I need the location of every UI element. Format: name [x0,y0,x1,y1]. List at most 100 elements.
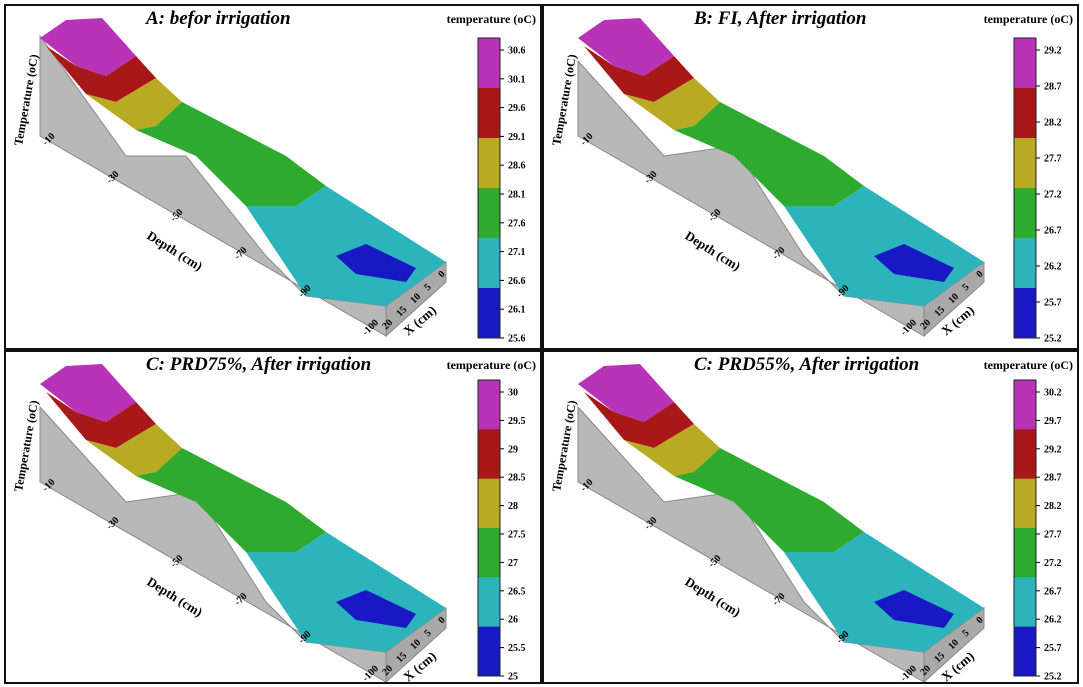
color-band [136,448,326,552]
legend-tick-label: 27.2 [1044,558,1062,569]
color-band [674,102,864,206]
legend-tick-label: 27.7 [1044,530,1062,541]
x-tick-label: 5 [422,282,433,293]
legend-frame [477,379,501,677]
legend-tick-label: 25.5 [508,643,526,654]
color-band [46,46,156,102]
legend-tick-label: 28.2 [1044,118,1062,129]
legend-band [478,88,500,139]
legend-tick-label: 27.1 [508,247,526,258]
legend-tick-label: 27.2 [1044,190,1062,201]
legend-frame [1013,379,1037,677]
color-band [674,448,864,552]
legend-band [1014,188,1036,239]
legend-tick-label: 30 [508,388,518,399]
depth-axis-label: Depth (cm) [144,574,205,620]
legend-band [478,238,500,289]
temperature-axis-label: Temperature (oC) [549,399,579,492]
legend-title: temperature (oC) [446,358,536,372]
legend-band [478,528,500,578]
legend-band [1014,288,1036,339]
legend-band [1014,88,1036,139]
color-legend: 30.6 30.1 29.6 29.1 28.6 28.1 27.6 27.1 26.6 26.1… [477,37,526,343]
color-band [136,102,326,206]
legend-tick-label: 30.2 [1044,388,1062,399]
color-band [46,392,156,448]
temperature-axis-label: Temperature (oC) [11,53,41,146]
legend-tick-label: 26.2 [1044,262,1062,273]
legend-band [478,429,500,480]
legend-tick-label: 27.6 [508,218,526,229]
legend-tick-label: 28.5 [508,473,526,484]
legend-band [1014,429,1036,480]
legend-tick-label: 27 [508,558,518,569]
legend-band [1014,380,1036,430]
x-tick-label: 5 [422,628,433,639]
x-tick-label: 0 [436,269,447,280]
x-tick-label: 5 [960,282,971,293]
legend-tick-label: 29 [508,444,518,455]
legend-tick-label: 25.2 [1044,334,1062,343]
legend-tick-label: 26.7 [1044,226,1062,237]
legend-band [478,478,500,529]
color-band [584,392,694,448]
legend-band [1014,626,1036,677]
chart-panel-d: C: PRD55%, After irrigation temperature … [542,350,1079,684]
legend-title: temperature (oC) [983,12,1073,26]
legend-tick-label: 28.7 [1044,473,1062,484]
temperature-axis-label: Temperature (oC) [11,399,41,492]
legend-tick-label: 30.6 [508,46,526,57]
legend-tick-label: 26.5 [508,586,526,597]
color-band [40,18,136,76]
legend-band [1014,238,1036,289]
x-tick-label: 5 [960,628,971,639]
color-band [578,18,674,76]
legend-band [1014,478,1036,529]
legend-tick-label: 29.7 [1044,416,1062,427]
end-wall [923,607,985,682]
color-band [86,424,182,476]
color-band [86,78,182,130]
end-wall [385,607,447,682]
legend-band [478,38,500,89]
legend-frame [477,37,501,339]
color-band [584,46,694,102]
color-band [874,244,954,282]
legend-tick-label: 29.2 [1044,444,1062,455]
legend-tick-label: 26.1 [508,305,526,316]
chart-title: B: FI, After irrigation [694,8,867,29]
color-legend: 29.2 28.7 28.2 27.7 27.2 26.7 26.2 25.7 25.2 [1013,37,1062,343]
color-band [336,244,416,282]
chart-title: C: PRD75%, After irrigation [146,354,372,375]
legend-tick-label: 26.6 [508,276,526,287]
color-band [624,78,720,130]
color-band [336,590,416,628]
legend-tick-label: 27.5 [508,530,526,541]
legend-band [478,626,500,677]
x-tick-label: 0 [974,615,985,626]
x-tick-label: 0 [974,269,985,280]
legend-tick-label: 25 [508,672,518,681]
legend-tick-label: 30.1 [508,74,526,85]
legend-tick-label: 28.7 [1044,82,1062,93]
x-tick-label: 0 [436,615,447,626]
legend-band [478,288,500,339]
legend-tick-label: 25.7 [1044,643,1062,654]
color-legend: 30 29.5 29 28.5 28 27.5 27 26.5 26 25.5 25 [477,379,526,681]
chart-title: A: befor irrigation [146,8,291,29]
legend-tick-label: 26.7 [1044,586,1062,597]
legend-tick-label: 25.6 [508,334,526,343]
legend-tick-label: 29.5 [508,416,526,427]
legend-tick-label: 28.1 [508,190,526,201]
legend-tick-label: 29.1 [508,132,526,143]
chart-title: C: PRD55%, After irrigation [694,354,920,375]
legend-band [1014,138,1036,189]
legend-tick-label: 28 [508,501,518,512]
chart-panel-a: A: befor irrigation temperature (oC) -10… [4,4,542,350]
legend-frame [1013,37,1037,339]
legend-tick-label: 27.7 [1044,154,1062,165]
